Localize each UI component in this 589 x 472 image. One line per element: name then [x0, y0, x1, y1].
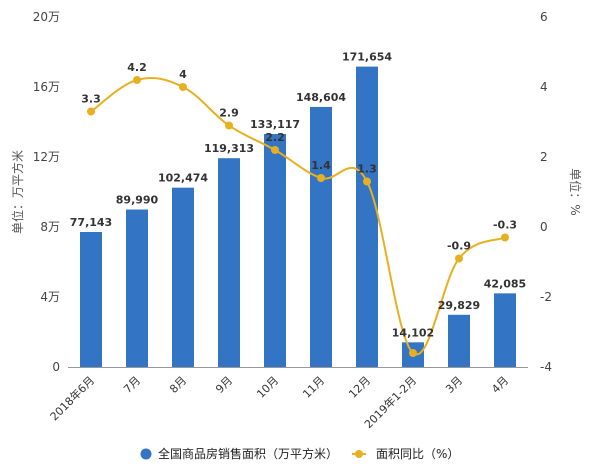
bar-value-label: 29,829	[438, 299, 480, 312]
yoy-value-label: 4	[179, 68, 187, 81]
bar-value-label: 133,117	[250, 118, 300, 131]
x-tick-label: 8月	[167, 374, 189, 396]
bar-value-label: 148,604	[296, 91, 346, 104]
yoy-point	[179, 83, 187, 91]
y-left-tick-label: 4万	[40, 290, 60, 304]
yoy-point	[409, 349, 417, 357]
yoy-value-label: -0.3	[493, 219, 517, 232]
x-tick-label: 2018年6月	[47, 373, 97, 423]
bars-layer	[80, 66, 516, 368]
y-left-tick-label: 12万	[33, 150, 60, 164]
y-left-axis-title: 单位：万平方米	[10, 150, 25, 234]
y-right-tick-label: 2	[540, 150, 548, 164]
x-tick-label: 9月	[213, 374, 235, 396]
bar	[218, 158, 240, 367]
bar	[264, 134, 286, 367]
bar	[356, 66, 378, 367]
legend: 全国商品房销售面积（万平方米） 面积同比（%）	[140, 446, 459, 461]
yoy-value-label: 4.2	[127, 61, 147, 74]
labels-layer: 77,143 89,990 102,474 119,313 133,117 148,604…	[70, 51, 526, 340]
bar-value-label: 14,102	[392, 326, 434, 339]
yoy-value-label: 2.2	[265, 131, 285, 144]
x-tick-label: 3月	[443, 374, 465, 396]
legend-bar-swatch	[140, 448, 152, 460]
x-tick-label: 7月	[121, 374, 143, 396]
bar-value-label: 171,654	[342, 51, 392, 64]
y-right-axis-title: 单位：%	[568, 168, 583, 215]
yoy-point	[455, 254, 463, 263]
bar-value-label: 77,143	[70, 216, 112, 229]
x-tick-label: 10月	[254, 374, 281, 401]
legend-line-swatch-marker	[355, 450, 363, 458]
legend-bar-label: 全国商品房销售面积（万平方米）	[158, 446, 338, 461]
bar	[172, 187, 194, 367]
yoy-point	[87, 107, 95, 116]
y-left-tick-label: 8万	[40, 220, 60, 234]
yoy-point	[225, 121, 233, 130]
y-right-tick-label: 6	[540, 10, 548, 24]
line-layer	[87, 76, 509, 357]
bar-value-label: 42,085	[484, 277, 526, 290]
y-right-tick-label: -2	[540, 290, 552, 304]
y-right-tick-label: -4	[540, 360, 552, 374]
bar	[310, 106, 332, 368]
y-left-tick-label: 0	[52, 360, 60, 374]
yoy-point	[317, 174, 325, 182]
bar	[126, 209, 148, 367]
x-tick-label: 11月	[300, 374, 327, 401]
bar	[448, 314, 470, 367]
yoy-value-label: 2.9	[219, 107, 239, 120]
yoy-point	[501, 233, 509, 242]
bar	[494, 293, 516, 367]
yoy-value-label: 1.4	[311, 159, 331, 172]
y-left-tick-label: 16万	[33, 80, 60, 94]
y-left-tick-label: 20万	[33, 10, 60, 24]
y-right-tick-label: 4	[540, 80, 548, 94]
bar-value-label: 102,474	[158, 172, 208, 185]
x-tick-label: 12月	[346, 374, 373, 401]
yoy-value-label: 3.3	[81, 93, 101, 106]
bar-value-label: 89,990	[116, 194, 159, 207]
legend-line-label: 面积同比（%）	[376, 447, 459, 461]
y-right-tick-label: 0	[540, 220, 548, 234]
yoy-value-label: -0.9	[447, 240, 471, 253]
bar-value-label: 119,313	[204, 142, 254, 155]
bar	[80, 231, 102, 367]
yoy-point	[271, 146, 279, 154]
x-tick-label: 4月	[489, 374, 511, 396]
yoy-value-label: 1.3	[357, 163, 377, 176]
yoy-point	[133, 76, 141, 84]
yoy-point	[363, 177, 371, 186]
